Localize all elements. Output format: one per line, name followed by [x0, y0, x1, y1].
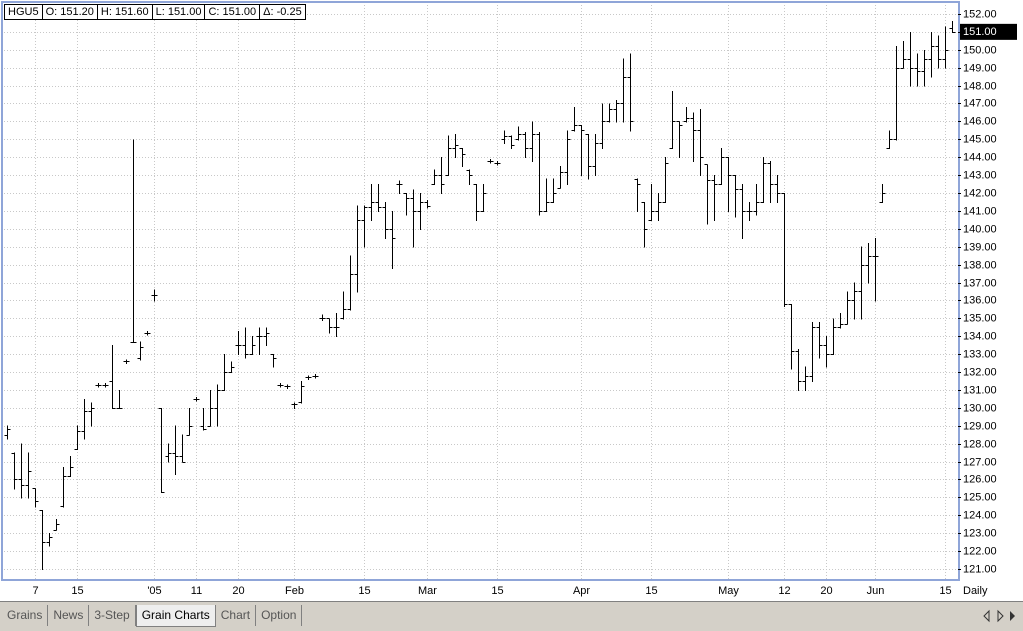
- plot-frame: [1, 1, 960, 581]
- y-tick-label: 145.00: [963, 133, 997, 145]
- y-tick-label: 134.00: [963, 330, 997, 342]
- y-tick-label: 131.00: [963, 384, 997, 396]
- y-tick-label: 144.00: [963, 151, 997, 163]
- x-tick-label: 11: [191, 585, 202, 597]
- tab[interactable]: Grain Charts: [135, 605, 216, 627]
- chart: Daily 121.00 122.00 123.00 124.00 125.00 126.…: [1, 1, 1017, 597]
- y-tick-label: 137.00: [963, 277, 997, 289]
- tab[interactable]: 3-Step: [89, 605, 136, 626]
- x-tick-label: 15: [939, 585, 951, 597]
- x-tick-label: 12: [778, 585, 790, 597]
- x-tick-label: Mar: [418, 585, 437, 597]
- x-tick-label: 15: [645, 585, 657, 597]
- y-tick-label: 132.00: [963, 366, 997, 378]
- y-tick-label: 123.00: [963, 527, 997, 539]
- tab-bar: Grains News 3-Step Grain Charts Chart Option: [0, 601, 1023, 631]
- price-header: HGU5 O: 151.20 H: 151.60 L: 151.00 C: 15…: [4, 4, 306, 20]
- ohlc-bars: [4, 21, 956, 570]
- tab[interactable]: Option: [256, 605, 303, 626]
- high-field: H: 151.60: [96, 4, 153, 20]
- x-tick-label: 15: [358, 585, 370, 597]
- tab[interactable]: Chart: [216, 605, 257, 626]
- y-tick-label: 135.00: [963, 312, 997, 324]
- tabs: Grains News 3-Step Grain Charts Chart Option: [2, 605, 303, 627]
- y-tick-label: 127.00: [963, 456, 997, 468]
- x-tick-label: 15: [491, 585, 503, 597]
- x-tick-label: '05: [147, 585, 161, 597]
- grid: [4, 5, 958, 579]
- scroll-arrows[interactable]: [980, 608, 1020, 624]
- x-tick-label: May: [718, 585, 739, 597]
- y-tick-label: 138.00: [963, 259, 997, 271]
- y-tick-label: 148.00: [963, 80, 997, 92]
- y-tick-label: 122.00: [963, 545, 997, 557]
- close-field: C: 151.00: [204, 4, 261, 20]
- y-tick-label: 147.00: [963, 97, 997, 109]
- period-label: Daily: [963, 585, 988, 597]
- y-tick-label: 124.00: [963, 509, 997, 521]
- y-tick-label: 129.00: [963, 420, 997, 432]
- tab[interactable]: News: [48, 605, 90, 626]
- y-tick-label: 152.00: [963, 8, 997, 20]
- y-tick-label: 141.00: [963, 205, 997, 217]
- y-tick-label: 125.00: [963, 491, 997, 503]
- y-tick-label: 140.00: [963, 223, 997, 235]
- y-tick-label: 128.00: [963, 438, 997, 450]
- change-field: Δ: -0.25: [259, 4, 306, 20]
- y-tick-label: 149.00: [963, 62, 997, 74]
- x-tick-label: 20: [232, 585, 244, 597]
- last-price-label: 151.00: [963, 26, 997, 38]
- x-tick-label: Feb: [285, 585, 304, 597]
- y-tick-label: 139.00: [963, 241, 997, 253]
- x-tick-label: Apr: [573, 585, 590, 597]
- y-tick-label: 130.00: [963, 402, 997, 414]
- low-field: L: 151.00: [151, 4, 206, 20]
- y-tick-label: 126.00: [963, 473, 997, 485]
- y-tick-label: 143.00: [963, 169, 997, 181]
- y-tick-label: 142.00: [963, 187, 997, 199]
- tab[interactable]: Grains: [2, 605, 49, 626]
- y-tick-label: 150.00: [963, 44, 997, 56]
- y-tick-label: 121.00: [963, 563, 997, 575]
- y-tick-label: 146.00: [963, 115, 997, 127]
- x-tick-label: Jun: [867, 585, 885, 597]
- y-tick-label: 133.00: [963, 348, 997, 360]
- x-tick-label: 15: [71, 585, 83, 597]
- last-price-box: [960, 23, 1017, 40]
- open-field: O: 151.20: [41, 4, 98, 20]
- symbol: HGU5: [4, 4, 43, 20]
- y-tick-label: 136.00: [963, 294, 997, 306]
- x-tick-label: 20: [820, 585, 832, 597]
- x-tick-label: 7: [32, 585, 38, 597]
